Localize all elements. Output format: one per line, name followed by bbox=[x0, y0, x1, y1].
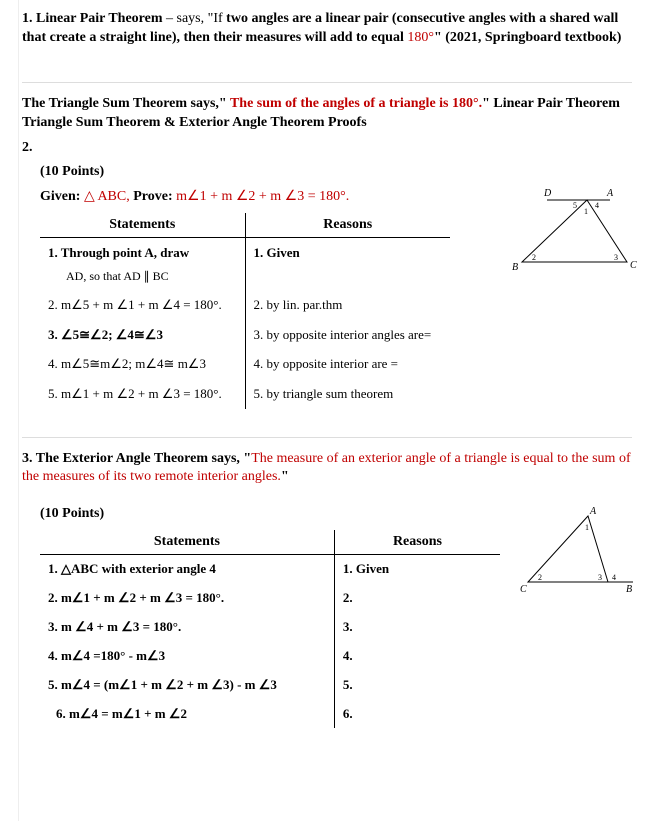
p1-r2: 2. by lin. par.thm bbox=[245, 290, 450, 320]
q2-number: 2. bbox=[22, 139, 632, 158]
lp-cite: " (2021, Springboard textbook) bbox=[434, 30, 621, 45]
p2-s4: 4. m∠4 =180° - m∠3 bbox=[40, 642, 334, 671]
p2-s3: 3. m ∠4 + m ∠3 = 180°. bbox=[40, 613, 334, 642]
p1-s2: 2. m∠5 + m ∠1 + m ∠4 = 180°. bbox=[40, 290, 245, 320]
lp-mid: – says, "If bbox=[163, 11, 227, 26]
proof1-wrap: Given: △ ABC, Prove: m∠1 + m ∠2 + m ∠3 =… bbox=[40, 188, 632, 408]
p1-r1: 1. Given bbox=[245, 238, 450, 291]
p1-r5: 5. by triangle sum theorem bbox=[245, 379, 450, 409]
tst-lead: The Triangle Sum Theorem says," bbox=[22, 96, 227, 111]
ext-angle-heading: 3. The Exterior Angle Theorem says, "The… bbox=[22, 450, 632, 488]
label-B2: B bbox=[626, 584, 632, 595]
p1-s1b: AD, so that AD ∥ BC bbox=[66, 268, 169, 284]
angle4: 4 bbox=[595, 201, 599, 210]
proof1-h-reasons: Reasons bbox=[245, 213, 450, 238]
lp-180: 180° bbox=[407, 30, 434, 45]
p2-r4: 4. bbox=[334, 642, 500, 671]
p1-s1: 1. Through point A, draw AD, so that AD … bbox=[40, 238, 245, 291]
given-label: Given: bbox=[40, 189, 84, 204]
angle1b: 1 bbox=[585, 523, 589, 532]
lp-num-title: 1. Linear Pair Theorem bbox=[22, 11, 163, 26]
p2-r6: 6. bbox=[334, 700, 500, 729]
p1-s3: 3. ∠5≅∠2; ∠4≅∠3 bbox=[40, 320, 245, 350]
triangle2-figure: A C B 1 2 3 4 bbox=[508, 504, 638, 599]
proof2-h-statements: Statements bbox=[40, 530, 334, 555]
section-2: The Triangle Sum Theorem says," The sum … bbox=[22, 95, 632, 438]
angle1: 1 bbox=[584, 207, 588, 216]
tst-statement: The sum of the angles of a triangle is 1… bbox=[227, 96, 482, 111]
label-A: A bbox=[606, 188, 614, 199]
section-1: 1. Linear Pair Theorem – says, "If two a… bbox=[22, 10, 632, 83]
left-sidebar bbox=[0, 0, 19, 821]
angle3: 3 bbox=[614, 253, 618, 262]
proof2-wrap: A C B 1 2 3 4 Statements Reasons 1. △ABC… bbox=[40, 530, 632, 728]
proof2-h-reasons: Reasons bbox=[334, 530, 500, 555]
p2-r5: 5. bbox=[334, 671, 500, 700]
p1-s4: 4. m∠5≅m∠2; m∠4≅ m∠3 bbox=[40, 349, 245, 379]
p1-r4: 4. by opposite interior are = bbox=[245, 349, 450, 379]
angle2: 2 bbox=[532, 253, 536, 262]
label-C: C bbox=[630, 260, 637, 271]
prove-label: Prove: bbox=[130, 189, 176, 204]
p2-s1: 1. △ABC with exterior angle 4 bbox=[40, 555, 334, 584]
section-3: 3. The Exterior Angle Theorem says, "The… bbox=[22, 450, 632, 757]
angle3b: 3 bbox=[598, 573, 602, 582]
angle4b: 4 bbox=[612, 573, 616, 582]
p1-r3: 3. by opposite interior angles are= bbox=[245, 320, 450, 350]
ext-trail: " bbox=[281, 469, 289, 484]
given-val: △ ABC, bbox=[84, 189, 130, 204]
p2-r3: 3. bbox=[334, 613, 500, 642]
prove-val: m∠1 + m ∠2 + m ∠3 = 180°. bbox=[176, 189, 349, 204]
ext-lead: 3. The Exterior Angle Theorem says, " bbox=[22, 451, 251, 466]
proof1-h-statements: Statements bbox=[40, 213, 245, 238]
proof2-table: Statements Reasons 1. △ABC with exterior… bbox=[40, 530, 500, 728]
label-D: D bbox=[543, 188, 552, 199]
angle2b: 2 bbox=[538, 573, 542, 582]
label-B: B bbox=[512, 262, 518, 273]
proof1-table: Statements Reasons 1. Through point A, d… bbox=[40, 213, 450, 408]
p2-s5: 5. m∠4 = (m∠1 + m ∠2 + m ∠3) - m ∠3 bbox=[40, 671, 334, 700]
label-A2: A bbox=[589, 506, 597, 517]
p2-s6: 6. m∠4 = m∠1 + m ∠2 bbox=[40, 700, 334, 729]
triangle1-figure: D A B C 5 4 1 2 3 bbox=[492, 182, 642, 282]
label-C2: C bbox=[520, 584, 527, 595]
q2-points: (10 Points) bbox=[40, 163, 632, 182]
p1-s5: 5. m∠1 + m ∠2 + m ∠3 = 180°. bbox=[40, 379, 245, 409]
p2-r1: 1. Given bbox=[334, 555, 500, 584]
p2-s2: 2. m∠1 + m ∠2 + m ∠3 = 180°. bbox=[40, 584, 334, 613]
lp-theorem-heading: 1. Linear Pair Theorem – says, "If two a… bbox=[22, 10, 632, 48]
tst-heading: The Triangle Sum Theorem says," The sum … bbox=[22, 95, 632, 133]
angle5: 5 bbox=[573, 201, 577, 210]
p2-r2: 2. bbox=[334, 584, 500, 613]
